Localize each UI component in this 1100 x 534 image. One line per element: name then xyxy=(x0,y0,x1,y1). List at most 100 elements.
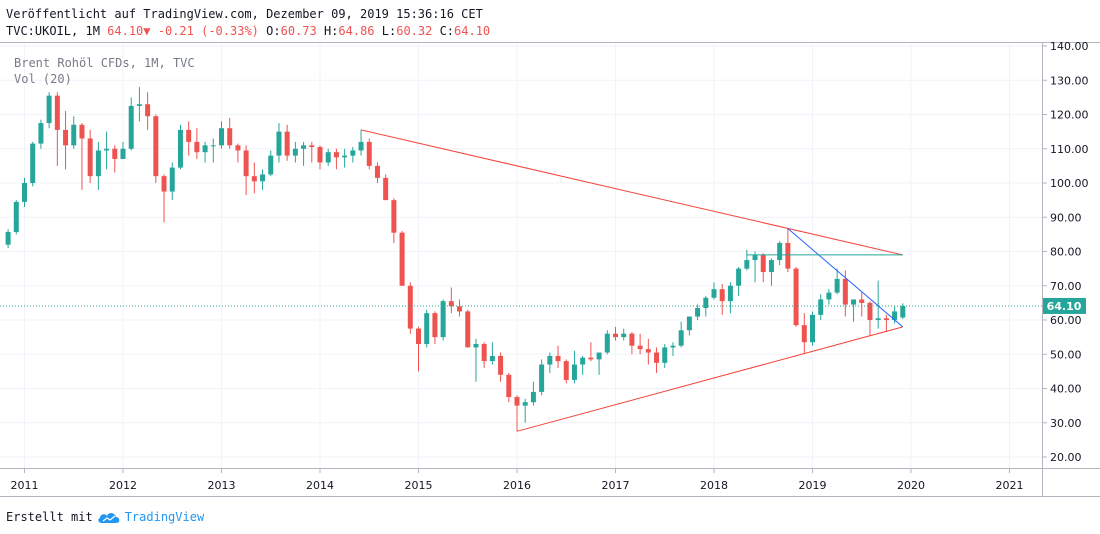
candle[interactable] xyxy=(867,301,873,336)
candle[interactable] xyxy=(399,230,405,286)
tradingview-brand-link[interactable]: TradingView xyxy=(124,510,205,524)
candle[interactable] xyxy=(686,316,692,336)
candle[interactable] xyxy=(342,148,348,168)
candle[interactable] xyxy=(826,289,832,305)
candle[interactable] xyxy=(711,282,717,300)
candle[interactable] xyxy=(309,141,315,163)
candle[interactable] xyxy=(621,328,627,341)
candle[interactable] xyxy=(317,145,323,170)
candle[interactable] xyxy=(859,292,865,317)
candle[interactable] xyxy=(251,162,257,194)
candle[interactable] xyxy=(892,306,898,324)
candle[interactable] xyxy=(416,326,421,372)
candle[interactable] xyxy=(358,129,364,156)
candle[interactable] xyxy=(325,148,331,166)
candle[interactable] xyxy=(374,162,380,183)
candle[interactable] xyxy=(161,174,167,223)
candle[interactable] xyxy=(588,342,594,362)
candle[interactable] xyxy=(235,143,241,163)
candle[interactable] xyxy=(153,114,159,184)
candle[interactable] xyxy=(777,241,783,266)
candle[interactable] xyxy=(448,287,454,314)
symbol-label[interactable]: TVC:UKOIL, 1M xyxy=(6,24,100,38)
candle[interactable] xyxy=(128,97,134,151)
candle[interactable] xyxy=(654,347,660,374)
candle[interactable] xyxy=(350,147,356,163)
candle[interactable] xyxy=(900,303,906,319)
candle[interactable] xyxy=(38,119,44,149)
candle[interactable] xyxy=(555,345,561,368)
candle[interactable] xyxy=(736,266,742,297)
candle[interactable] xyxy=(71,116,77,149)
candle[interactable] xyxy=(95,141,101,190)
candle[interactable] xyxy=(169,162,175,201)
candle[interactable] xyxy=(5,229,11,249)
candle[interactable] xyxy=(604,330,610,355)
candle[interactable] xyxy=(489,342,495,365)
price-axis[interactable]: 20.00 30.00 40.00 50.00 60.00 70.00 80.00 90.00… xyxy=(1043,40,1089,464)
candle[interactable] xyxy=(276,123,282,163)
candle[interactable] xyxy=(177,124,183,170)
candle[interactable] xyxy=(818,294,824,320)
candle[interactable] xyxy=(875,280,881,329)
candle[interactable] xyxy=(63,111,69,170)
candle[interactable] xyxy=(383,174,389,201)
candle[interactable] xyxy=(407,282,413,334)
candle[interactable] xyxy=(834,268,840,295)
candle[interactable] xyxy=(793,266,799,327)
candle[interactable] xyxy=(695,304,701,320)
candle[interactable] xyxy=(13,200,19,235)
candle[interactable] xyxy=(227,117,233,149)
candle[interactable] xyxy=(613,326,618,341)
trendline[interactable] xyxy=(787,228,904,328)
candle[interactable] xyxy=(145,92,151,130)
candle[interactable] xyxy=(243,145,249,195)
candle[interactable] xyxy=(596,352,602,375)
candle[interactable] xyxy=(530,381,536,406)
trendline[interactable] xyxy=(516,326,903,432)
candle[interactable] xyxy=(662,343,668,368)
candle[interactable] xyxy=(481,342,487,368)
candle[interactable] xyxy=(522,398,528,423)
candle[interactable] xyxy=(87,129,93,183)
candle[interactable] xyxy=(563,359,569,384)
candle[interactable] xyxy=(292,141,298,163)
candle[interactable] xyxy=(645,338,651,365)
candle[interactable] xyxy=(194,128,200,160)
candle[interactable] xyxy=(810,311,815,346)
candle[interactable] xyxy=(629,331,635,355)
candle[interactable] xyxy=(432,311,438,344)
candle[interactable] xyxy=(219,121,224,149)
candle[interactable] xyxy=(186,121,192,156)
candle[interactable] xyxy=(202,141,208,163)
candle[interactable] xyxy=(104,131,110,170)
candle[interactable] xyxy=(678,321,684,348)
drawings[interactable] xyxy=(360,129,904,432)
candle[interactable] xyxy=(744,249,750,271)
candle[interactable] xyxy=(506,373,512,403)
candle[interactable] xyxy=(260,169,266,190)
candles[interactable] xyxy=(5,87,906,432)
candle[interactable] xyxy=(760,253,766,283)
candle[interactable] xyxy=(514,395,520,432)
candle[interactable] xyxy=(136,87,142,122)
candle[interactable] xyxy=(727,282,733,314)
candle[interactable] xyxy=(440,299,446,341)
candle[interactable] xyxy=(571,350,577,384)
candle[interactable] xyxy=(210,138,216,163)
trendline[interactable] xyxy=(360,129,903,256)
candle[interactable] xyxy=(465,309,471,348)
candle[interactable] xyxy=(391,198,397,243)
candle[interactable] xyxy=(785,228,791,273)
candle[interactable] xyxy=(851,299,857,322)
candle[interactable] xyxy=(539,359,545,396)
candle[interactable] xyxy=(366,138,372,170)
candle[interactable] xyxy=(301,141,307,166)
candle[interactable] xyxy=(30,141,36,187)
time-axis[interactable]: 2011 2012 2013 2014 2015 2016 2017 2018 2019 2020… xyxy=(11,468,1024,492)
candle[interactable] xyxy=(768,258,774,286)
candle[interactable] xyxy=(120,141,126,160)
candle[interactable] xyxy=(112,145,118,173)
candle[interactable] xyxy=(46,92,52,129)
